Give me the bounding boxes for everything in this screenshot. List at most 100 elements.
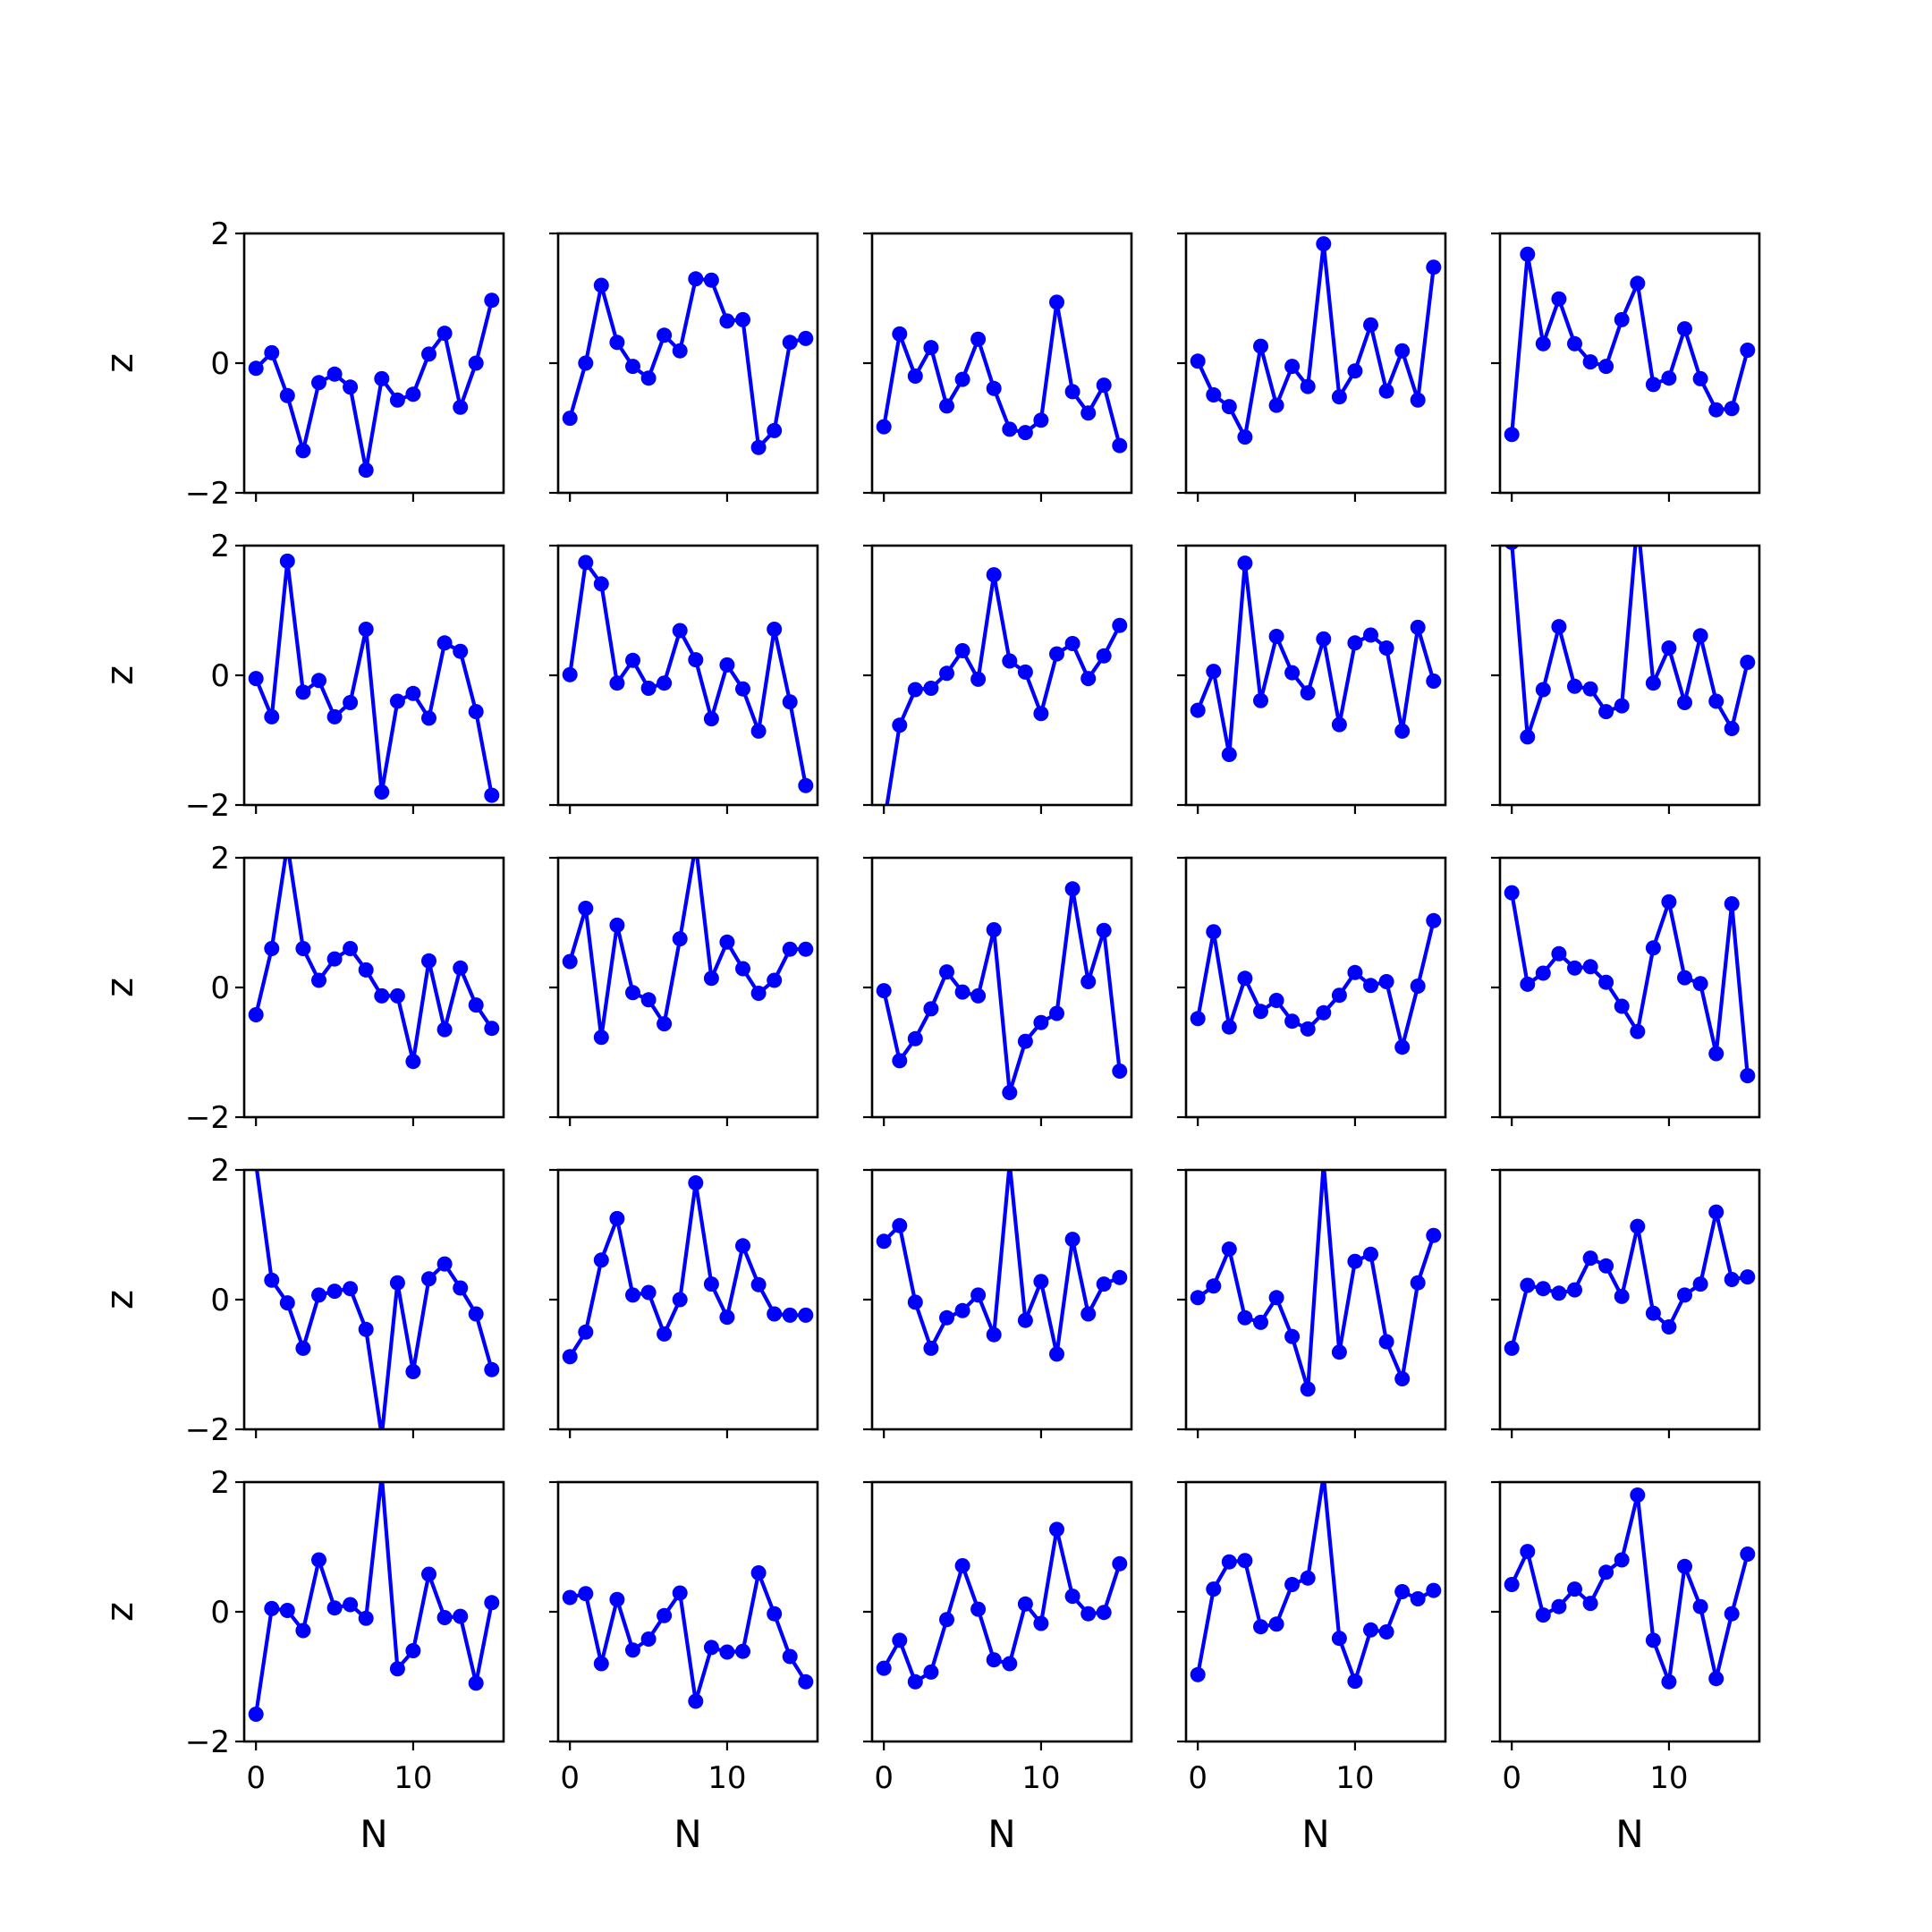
axes-frame [1498, 232, 1761, 495]
data-point [1221, 1554, 1237, 1570]
data-point [986, 567, 1002, 583]
data-point [657, 327, 673, 343]
data-point [343, 1281, 359, 1297]
data-point [1190, 1666, 1206, 1682]
data-point [640, 992, 657, 1008]
data-point [1378, 640, 1394, 656]
series-group [1190, 912, 1442, 1055]
data-point [1661, 640, 1677, 656]
data-point [421, 710, 436, 726]
data-point [1300, 378, 1316, 394]
data-point [468, 997, 484, 1013]
data-point [1080, 974, 1097, 989]
data-point [1598, 1258, 1614, 1274]
series-line [882, 886, 1122, 1095]
data-point [1504, 885, 1520, 901]
data-point [1080, 1306, 1097, 1322]
data-point [279, 387, 295, 403]
data-point [672, 931, 688, 947]
data-point [609, 675, 625, 691]
data-point [593, 576, 609, 592]
data-point [295, 1623, 311, 1639]
data-point [578, 1586, 594, 1602]
data-point [1096, 1605, 1112, 1621]
data-point [907, 1674, 923, 1690]
data-point [1378, 974, 1394, 989]
series-group [562, 271, 814, 455]
data-point [295, 443, 311, 459]
data-point [1567, 335, 1582, 352]
data-point [436, 1021, 453, 1038]
x-tick-label: 0 [246, 1760, 266, 1796]
data-point [264, 708, 280, 724]
series-line [1196, 1482, 1435, 1683]
data-point [1268, 1290, 1284, 1306]
data-point [1064, 384, 1080, 400]
data-point [1017, 664, 1033, 680]
data-point [562, 666, 578, 682]
data-point [562, 411, 578, 427]
data-point [782, 694, 798, 710]
data-point [436, 1256, 453, 1272]
data-point [1598, 1564, 1614, 1580]
data-point [326, 1600, 343, 1616]
subplot-r4-c5 [1491, 1168, 1761, 1438]
data-point [1017, 1312, 1033, 1328]
data-point [907, 1030, 923, 1046]
data-point [1002, 1656, 1018, 1672]
y-tick-label: −2 [185, 1412, 230, 1448]
data-point [453, 643, 469, 659]
data-point [484, 1021, 500, 1037]
data-point [1708, 1204, 1724, 1220]
data-point [719, 657, 735, 673]
data-point [468, 355, 484, 371]
data-point [1677, 1558, 1692, 1574]
data-point [1268, 397, 1284, 413]
data-point [1378, 1334, 1394, 1350]
data-point [876, 1660, 892, 1676]
data-point [1740, 343, 1756, 358]
series-line [882, 1527, 1122, 1684]
data-point [1724, 1606, 1740, 1622]
subplot-r5-c2: 0 10N [549, 1480, 819, 1856]
data-point [1033, 1615, 1049, 1631]
series-line [1196, 242, 1436, 439]
x-tick-label: 0 [1188, 1760, 1208, 1796]
data-point [326, 951, 343, 967]
data-point [688, 1693, 704, 1709]
series-line [1510, 1493, 1750, 1684]
data-point [1096, 648, 1112, 664]
data-point [1677, 321, 1692, 337]
data-point [1064, 881, 1080, 897]
y-axis-label: z [97, 353, 141, 373]
data-point [343, 379, 359, 395]
data-point [939, 665, 954, 682]
data-point [688, 271, 704, 287]
y-tick-label: 0 [210, 346, 230, 382]
data-point [279, 1603, 295, 1618]
series-line [1510, 252, 1750, 435]
data-point [1661, 370, 1677, 386]
axes-frame [1184, 544, 1447, 807]
data-point [970, 1601, 987, 1617]
data-point [876, 1233, 892, 1250]
data-point [1661, 1319, 1677, 1335]
data-point [1724, 401, 1740, 417]
data-point [1520, 1544, 1536, 1560]
series-line [569, 1571, 808, 1704]
data-point [703, 272, 719, 288]
data-point [358, 622, 374, 637]
y-tick-label: 2 [210, 841, 230, 877]
data-point [1112, 617, 1128, 633]
data-point [1253, 692, 1268, 708]
data-point [1112, 1063, 1128, 1079]
data-point [640, 370, 657, 386]
data-point [1190, 353, 1206, 369]
data-point [750, 986, 767, 1001]
data-point [593, 1252, 609, 1268]
data-point [1300, 1021, 1316, 1037]
series-group [562, 1565, 814, 1709]
series-group [1190, 1482, 1442, 1690]
data-point [1708, 402, 1724, 418]
data-point [1535, 1607, 1551, 1623]
